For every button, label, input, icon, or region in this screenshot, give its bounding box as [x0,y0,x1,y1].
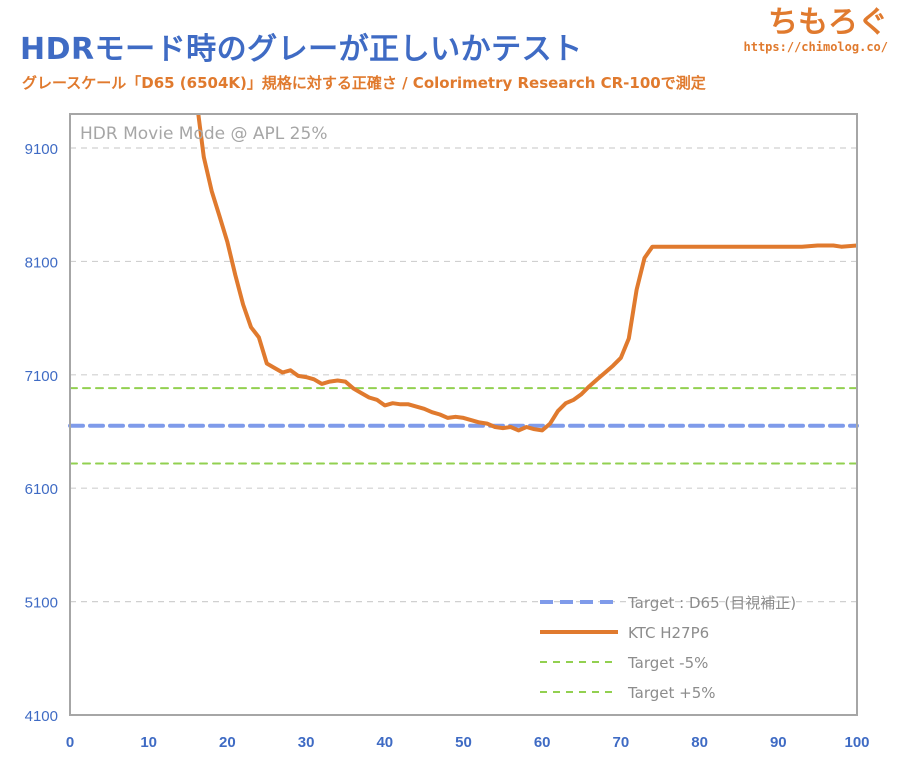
logo-url: https://chimolog.co/ [743,40,889,54]
x-tick-label: 10 [140,734,157,751]
chart-annotation: HDR Movie Mode @ APL 25% [80,124,327,144]
x-tick-label: 30 [298,734,315,751]
y-tick-label: 6100 [25,481,58,498]
x-tick-label: 70 [613,734,630,751]
x-tick-label: 80 [691,734,708,751]
y-tick-label: 5100 [25,595,58,612]
x-tick-label: 20 [219,734,236,751]
x-tick-label: 40 [376,734,393,751]
x-tick-label: 0 [66,734,74,751]
x-axis-ticks: 0 10 20 30 40 50 60 70 80 90 100 [66,734,870,751]
y-axis-ticks: 4100 5100 6100 7100 8100 9100 [25,141,58,725]
x-tick-label: 50 [455,734,472,751]
logo-text: ちもろぐ [768,5,888,40]
legend-label: Target -5% [627,654,708,672]
x-tick-label: 100 [844,734,869,751]
x-tick-label: 60 [534,734,551,751]
site-logo: ちもろぐ https://chimolog.co/ [743,5,889,55]
series-lines [196,114,857,433]
y-tick-label: 7100 [25,368,58,385]
legend: Target : D65 (目視補正) KTC H27P6 Target -5% Ta… [540,594,796,702]
y-tick-label: 8100 [25,254,58,271]
chart-subtitle: グレースケール「D65 (6504K)」規格に対する正確さ / Colorime… [22,74,706,92]
series-line-ktc-h27p6 [196,114,857,433]
x-tick-label: 90 [770,734,787,751]
y-tick-label: 9100 [25,141,58,158]
legend-label: Target +5% [627,684,716,702]
target-lines [68,387,859,465]
legend-label: KTC H27P6 [628,624,709,642]
grid-lines [70,147,857,603]
plot-frame [69,113,858,716]
legend-label: Target : D65 (目視補正) [627,594,796,612]
chart-title: HDRモード時のグレーが正しいかテスト [20,32,583,67]
y-tick-label: 4100 [25,708,58,725]
